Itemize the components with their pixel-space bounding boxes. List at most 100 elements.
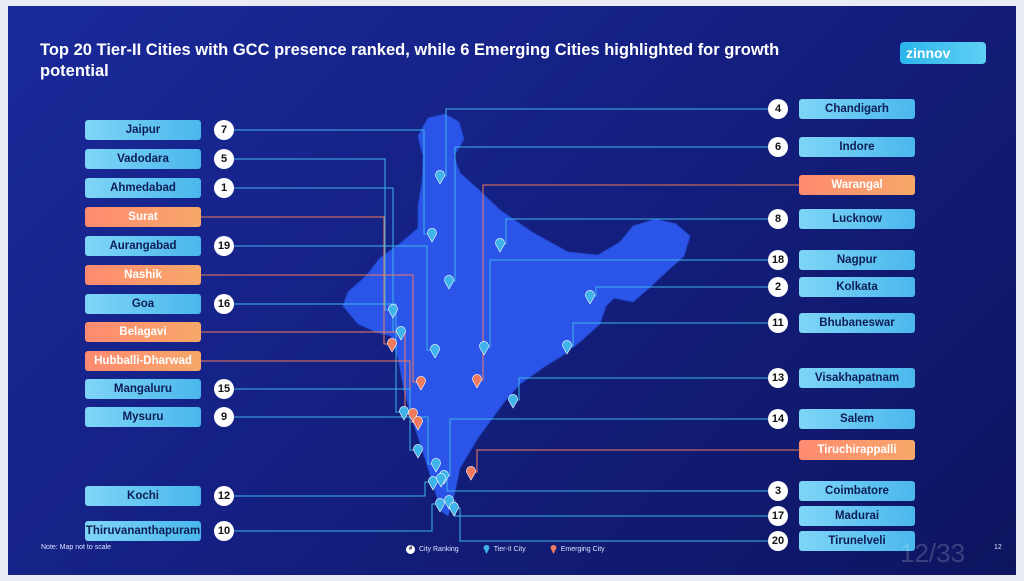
connector-tirunelveli [454,507,768,542]
rank-badge-vadodara: 5 [214,149,234,169]
city-label-tiruchirappalli: Tiruchirappalli [799,440,915,460]
pin-aurangabad [430,344,440,359]
city-label-kolkata: Kolkata [799,277,915,297]
connector-chandigarh [440,108,768,177]
pin-coimbatore [436,473,446,488]
city-label-belagavi: Belagavi [85,322,201,342]
connector-visakhapatnam [513,377,768,401]
pin-thiruvananthapuram [435,498,445,513]
legend: # City Ranking Tier-II City Emerging City [406,544,605,554]
city-label-coimbatore: Coimbatore [799,481,915,501]
pin-mysuru [431,458,441,473]
city-label-goa: Goa [85,294,201,314]
rank-badge-goa: 16 [214,294,234,314]
page-watermark: 12/33 [900,538,966,568]
legend-ranking: # City Ranking [406,544,459,554]
pin-indore [444,275,454,290]
city-label-bhubaneswar: Bhubaneswar [799,313,915,333]
page-number: 12 [994,544,1002,551]
connector-tiruchirappalli [471,449,799,473]
connector-belagavi [201,331,413,415]
tier2-pin-icon [483,545,490,554]
rank-badge-salem: 14 [768,409,788,429]
pin-tiruchirappalli [466,466,476,481]
rank-badge-tirunelveli: 20 [768,531,788,551]
connector-kochi [234,481,433,497]
pin-warangal [472,374,482,389]
pin-goa [399,406,409,421]
rank-badge-aurangabad: 19 [214,236,234,256]
legend-tier2: Tier-II City [483,544,526,554]
rank-badge-bhubaneswar: 11 [768,313,788,333]
city-label-kochi: Kochi [85,486,201,506]
rank-badge-thiruvananthapuram: 10 [214,521,234,541]
pin-chandigarh [435,170,445,185]
pin-surat [387,338,397,353]
city-label-visakhapatnam: Visakhapatnam [799,368,915,388]
city-label-salem: Salem [799,409,915,429]
pin-hubballi-dharwad [413,416,423,431]
slide: Top 20 Tier-II Cities with GCC presence … [8,6,1016,575]
city-label-tirunelveli: Tirunelveli [799,531,915,551]
pin-visakhapatnam [508,394,518,409]
city-pins [387,170,595,517]
rank-badge-kochi: 12 [214,486,234,506]
city-label-lucknow: Lucknow [799,209,915,229]
rank-badge-ahmedabad: 1 [214,178,234,198]
pin-bhubaneswar [562,340,572,355]
rank-badge-chandigarh: 4 [768,99,788,119]
pin-lucknow [495,238,505,253]
rank-badge-visakhapatnam: 13 [768,368,788,388]
pin-ahmedabad [396,326,406,341]
rank-badge-nagpur: 18 [768,250,788,270]
city-label-jaipur: Jaipur [85,120,201,140]
pin-tirunelveli [449,502,459,517]
city-label-indore: Indore [799,137,915,157]
pin-jaipur [427,228,437,243]
city-label-nashik: Nashik [85,265,201,285]
city-label-hubballi-dharwad: Hubballi-Dharwad [85,351,201,371]
pin-madurai [444,495,454,510]
map-note: Note: Map not to scale [41,544,112,551]
emerging-pin-icon [550,545,557,554]
city-label-vadodara: Vadodara [85,149,201,169]
india-map [201,108,799,542]
pin-nashik [416,376,426,391]
rank-badge-mangaluru: 15 [214,379,234,399]
connector-mangaluru [234,388,418,451]
pin-vadodara [388,304,398,319]
city-label-mysuru: Mysuru [85,407,201,427]
city-label-mangaluru: Mangaluru [85,379,201,399]
connector-mysuru [234,416,436,465]
connector-jaipur [234,129,432,235]
connector-madurai [449,500,768,517]
city-label-chandigarh: Chandigarh [799,99,915,119]
ranking-badge-icon: # [406,544,415,554]
city-label-nagpur: Nagpur [799,250,915,270]
city-label-ahmedabad: Ahmedabad [85,178,201,198]
city-label-thiruvananthapuram: Thiruvananthapuram [85,521,201,541]
india-map-shape [342,113,691,517]
legend-emerging: Emerging City [550,544,605,554]
city-label-surat: Surat [85,207,201,227]
zinnov-logo: zinnov [900,42,986,64]
rank-badge-indore: 6 [768,137,788,157]
rank-badge-lucknow: 8 [768,209,788,229]
connector-coimbatore [441,478,768,492]
city-label-madurai: Madurai [799,506,915,526]
connector-thiruvananthapuram [234,503,440,532]
connector-salem [444,418,768,477]
rank-badge-jaipur: 7 [214,120,234,140]
pin-belagavi [408,408,418,423]
rank-badge-madurai: 17 [768,506,788,526]
pin-mangaluru [413,444,423,459]
slide-title: Top 20 Tier-II Cities with GCC presence … [40,41,780,80]
rank-badge-mysuru: 9 [214,407,234,427]
rank-badge-kolkata: 2 [768,277,788,297]
pin-kolkata [585,290,595,305]
city-label-aurangabad: Aurangabad [85,236,201,256]
rank-badge-coimbatore: 3 [768,481,788,501]
city-label-warangal: Warangal [799,175,915,195]
pin-kochi [428,476,438,491]
pin-nagpur [479,341,489,356]
